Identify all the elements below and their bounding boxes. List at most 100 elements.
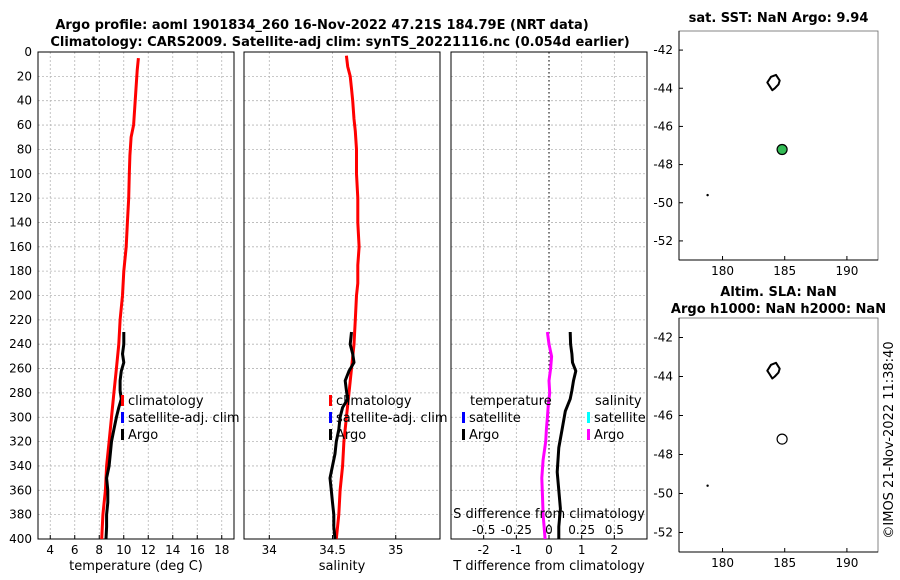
imos-timestamp: ©IMOS 21-Nov-2022 11:38:40 xyxy=(882,341,897,538)
x-tick-label: 8 xyxy=(95,543,103,557)
map-y-tick-label: -48 xyxy=(653,448,673,462)
map-y-tick-label: -50 xyxy=(653,487,673,501)
legend-label: climatology xyxy=(336,394,412,409)
map-y-tick-label: -48 xyxy=(653,158,673,172)
y-tick-label: 40 xyxy=(17,94,32,108)
series-line-argo xyxy=(328,331,356,540)
y-tick-label: 400 xyxy=(9,532,32,546)
island-coastline xyxy=(766,361,781,380)
legend-swatch xyxy=(329,429,332,440)
legend-label: Argo xyxy=(336,428,366,443)
island-coastline xyxy=(766,73,781,92)
x-tick-label: 18 xyxy=(214,543,229,557)
y-tick-label: 100 xyxy=(9,167,32,181)
x-tick-label: 16 xyxy=(190,543,205,557)
map-subtitle: Argo h1000: NaN h2000: NaN xyxy=(671,302,886,317)
x-tick-label: -1 xyxy=(510,543,522,557)
map-y-tick-label: -42 xyxy=(653,331,673,345)
y-tick-label: 320 xyxy=(9,435,32,449)
islet-dot xyxy=(706,484,709,487)
map-title: sat. SST: NaN Argo: 9.94 xyxy=(689,11,869,26)
secondary-x-tick-label: 0 xyxy=(545,523,553,537)
y-tick-label: 60 xyxy=(17,118,32,132)
x-tick-label: 2 xyxy=(611,543,619,557)
series-line-argo xyxy=(104,332,126,540)
map-x-tick-label: 180 xyxy=(711,264,734,278)
legend-label: Argo xyxy=(469,428,499,443)
legend-label: satellite-adj. clim xyxy=(336,411,448,426)
legend-label: satellite-adj. clim xyxy=(128,411,240,426)
legend-swatch xyxy=(587,412,590,423)
legend-label: climatology xyxy=(128,394,204,409)
y-tick-label: 340 xyxy=(9,459,32,473)
x-tick-label: 35 xyxy=(388,543,403,557)
legend-swatch xyxy=(121,429,124,440)
map-y-tick-label: -50 xyxy=(653,196,673,210)
x-tick-label: 34.5 xyxy=(319,543,346,557)
x-tick-label: 34 xyxy=(262,543,277,557)
x-tick-label: 12 xyxy=(141,543,156,557)
legend-label: satellite xyxy=(469,411,521,426)
secondary-x-tick-label: 0.25 xyxy=(568,523,595,537)
y-tick-label: 220 xyxy=(9,313,32,327)
y-tick-label: 80 xyxy=(17,142,32,156)
map-x-tick-label: 185 xyxy=(773,556,796,570)
y-tick-label: 180 xyxy=(9,264,32,278)
difference-panel: -2 -1 0 1 2 T difference from climatology temp… xyxy=(450,51,648,574)
map-y-tick-label: -46 xyxy=(653,409,673,423)
axes-frame xyxy=(243,51,441,540)
sla-map-panel: Altim. SLA: NaN Argo h1000: NaN h2000: Na… xyxy=(653,285,886,570)
argo-float-marker xyxy=(776,143,788,156)
x-axis-label: T difference from climatology xyxy=(452,559,645,574)
map-y-tick-label: -52 xyxy=(653,526,673,540)
x-tick-label: 10 xyxy=(116,543,131,557)
x-tick-label: 6 xyxy=(71,543,79,557)
x-axis-label: salinity xyxy=(319,559,366,574)
legend-label: satellite xyxy=(594,411,646,426)
legend-swatch xyxy=(462,412,465,423)
x-tick-label: 1 xyxy=(578,543,586,557)
axes-frame xyxy=(37,51,235,540)
y-tick-label: 260 xyxy=(9,362,32,376)
secondary-x-tick-label: -0.5 xyxy=(472,523,495,537)
y-tick-label: 20 xyxy=(17,69,32,83)
salinity-panel: 34 34.5 35 salinity climatology satellite-adj… xyxy=(243,51,448,574)
legend-label: Argo xyxy=(594,428,624,443)
figure-title-line1: Argo profile: aoml 1901834_260 16-Nov-20… xyxy=(55,18,588,33)
x-tick-label: -2 xyxy=(478,543,490,557)
map-y-tick-label: -44 xyxy=(653,370,673,384)
map-title: Altim. SLA: NaN xyxy=(720,285,836,300)
legend-swatch xyxy=(329,412,332,423)
islet-dot xyxy=(706,193,709,197)
y-tick-label: 200 xyxy=(9,289,32,303)
map-y-tick-label: -52 xyxy=(653,234,673,248)
legend-swatch xyxy=(329,395,332,406)
series-line-climatology xyxy=(334,55,361,540)
y-tick-label: 360 xyxy=(9,483,32,497)
x-tick-label: 4 xyxy=(46,543,54,557)
map-y-tick-label: -44 xyxy=(653,81,673,95)
map-y-tick-label: -42 xyxy=(653,43,673,57)
legend-swatch xyxy=(587,429,590,440)
secondary-x-axis-label: S difference from climatology xyxy=(453,507,645,522)
map-x-tick-label: 190 xyxy=(835,556,858,570)
x-axis-label: temperature (deg C) xyxy=(69,559,203,574)
series-line-salinity-argo xyxy=(540,331,554,540)
legend-label: Argo xyxy=(128,428,158,443)
map-x-tick-label: 185 xyxy=(773,264,796,278)
map-x-tick-label: 180 xyxy=(711,556,734,570)
y-tick-label: 120 xyxy=(9,191,32,205)
sst-map-panel: sat. SST: NaN Argo: 9.94 -42 -44 -46 -48 -50 -… xyxy=(653,11,879,278)
y-tick-label: 0 xyxy=(24,45,32,59)
series-line-climatology xyxy=(100,57,140,540)
y-tick-label: 280 xyxy=(9,386,32,400)
argo-float-marker xyxy=(776,433,788,445)
legend-title-salinity: salinity xyxy=(595,394,642,409)
y-tick-label: 240 xyxy=(9,337,32,351)
x-tick-label: 0 xyxy=(545,543,553,557)
y-tick-label: 140 xyxy=(9,215,32,229)
series-line-temperature-argo xyxy=(555,331,578,539)
legend-swatch xyxy=(462,429,465,440)
legend-title-temperature: temperature xyxy=(470,394,552,409)
figure-title-line2: Climatology: CARS2009. Satellite-adj cli… xyxy=(50,35,629,50)
